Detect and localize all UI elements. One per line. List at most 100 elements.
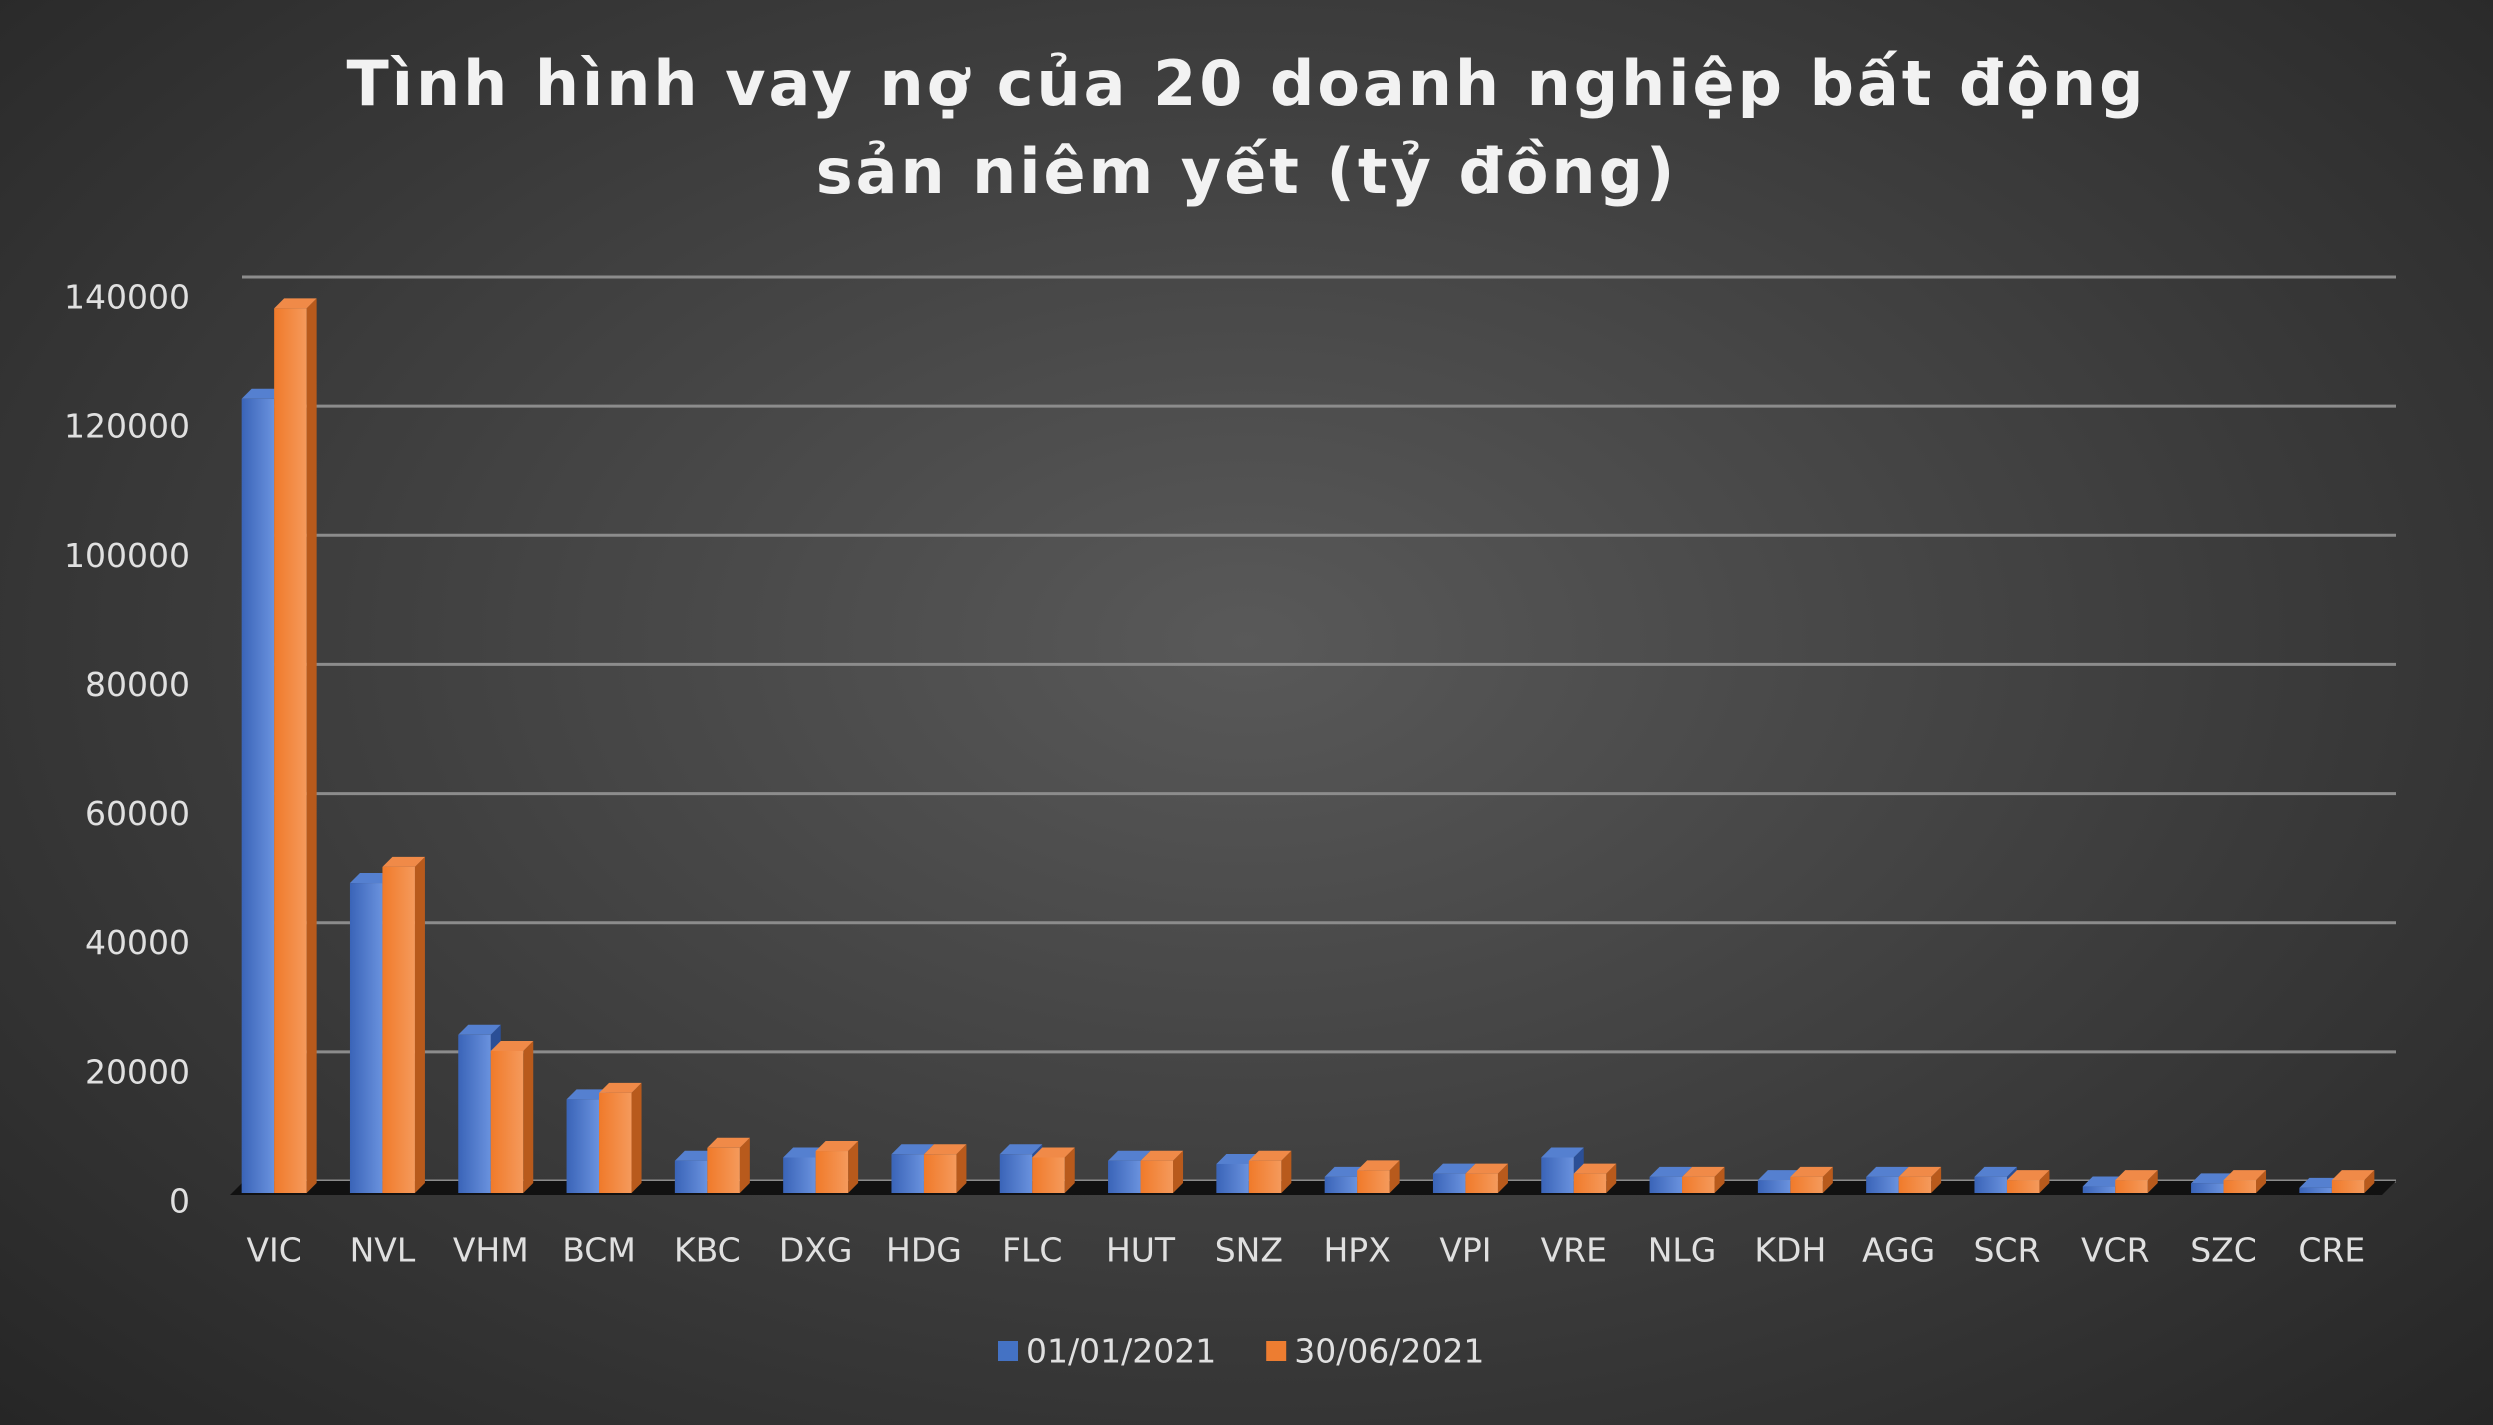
bar <box>1357 1170 1390 1193</box>
bar <box>2082 1186 2116 1193</box>
bar <box>1649 1176 1683 1193</box>
bar-side <box>739 1137 750 1193</box>
x-tick-label: KDH <box>1754 1231 1826 1270</box>
bar <box>1032 1157 1065 1193</box>
bar <box>1790 1176 1823 1193</box>
x-tick-label: CRE <box>2298 1231 2365 1270</box>
x-tick-label: SZC <box>2190 1231 2257 1270</box>
bar <box>2223 1180 2257 1193</box>
bar-top <box>1866 1166 1909 1177</box>
bar <box>2299 1187 2332 1193</box>
bar <box>490 1050 524 1193</box>
bar-top <box>815 1141 859 1152</box>
chart-title: Tình hình vay nợ của 20 doanh nghiệp bất… <box>346 47 2147 208</box>
bar <box>783 1157 816 1193</box>
bar <box>1898 1176 1932 1193</box>
bar-side <box>956 1144 967 1193</box>
x-tick-label: KBC <box>674 1231 741 1270</box>
legend-swatch <box>1266 1341 1287 1361</box>
bar <box>2006 1180 2040 1193</box>
x-tick-label: SNZ <box>1215 1231 1283 1270</box>
floor <box>230 1181 2396 1195</box>
bar-top <box>1140 1150 1184 1161</box>
bar-top <box>1216 1153 1259 1164</box>
bar <box>566 1099 600 1193</box>
bar <box>815 1151 849 1193</box>
y-tick-label: 80000 <box>85 665 190 704</box>
bar-top <box>2115 1170 2158 1181</box>
bar-side <box>1822 1166 1833 1193</box>
bar-top <box>1357 1160 1400 1171</box>
legend-label: 30/06/2021 <box>1294 1332 1484 1371</box>
bar <box>1974 1176 2007 1193</box>
bar <box>458 1034 491 1193</box>
x-tick-label: VHM <box>453 1231 529 1270</box>
x-tick-label: DXG <box>779 1231 853 1270</box>
bar-top <box>349 873 393 884</box>
bar <box>1216 1163 1249 1193</box>
y-tick-label: 140000 <box>64 278 190 317</box>
y-tick-label: 60000 <box>85 794 190 833</box>
bar-top <box>923 1144 967 1155</box>
bar-top <box>891 1144 934 1155</box>
bar-side <box>848 1141 859 1193</box>
bar-top <box>1541 1147 1584 1158</box>
bar-side <box>1064 1147 1075 1193</box>
bar <box>1324 1176 1358 1193</box>
bar <box>2331 1180 2365 1193</box>
x-tick-label: HDG <box>886 1231 962 1270</box>
bar-side <box>1389 1160 1400 1193</box>
bar <box>891 1154 924 1193</box>
x-tick-label: HPX <box>1323 1231 1390 1270</box>
x-tick-label: VCR <box>2081 1231 2150 1270</box>
bar-top <box>1974 1166 2017 1177</box>
x-tick-label: NVL <box>350 1231 416 1270</box>
bar-top <box>1898 1166 1942 1177</box>
bar-top <box>1573 1163 1617 1174</box>
bar-top <box>382 856 425 867</box>
y-tick-label: 120000 <box>64 407 190 446</box>
bar-side <box>1173 1150 1184 1193</box>
bar-top <box>1032 1147 1075 1158</box>
bar-top <box>999 1144 1043 1155</box>
x-tick-label: VIC <box>246 1231 301 1270</box>
bar <box>599 1092 632 1193</box>
bar-top <box>2191 1173 2234 1184</box>
bar-top <box>1757 1170 1801 1181</box>
bar-side <box>2256 1170 2267 1193</box>
x-tick-label: BCM <box>562 1231 636 1270</box>
bar <box>274 308 307 1193</box>
bar <box>1465 1173 1498 1193</box>
bar-top <box>1790 1166 1833 1177</box>
bar-top <box>1465 1163 1508 1174</box>
x-tick-label: FLC <box>1002 1231 1062 1270</box>
bar-side <box>631 1082 642 1193</box>
bar <box>1248 1160 1282 1193</box>
bar-side <box>2364 1170 2375 1193</box>
bar <box>1682 1176 1715 1193</box>
bar <box>1866 1176 1899 1193</box>
y-tick-label: 40000 <box>85 923 190 962</box>
bar-side <box>1497 1163 1508 1193</box>
legend-swatch <box>998 1341 1018 1361</box>
bar-top <box>674 1150 718 1161</box>
bar <box>1108 1160 1141 1193</box>
bar-top <box>1324 1166 1368 1177</box>
bar-top <box>566 1089 610 1100</box>
bar <box>1541 1157 1574 1193</box>
bar-side <box>414 856 425 1193</box>
bar-side <box>1931 1166 1942 1193</box>
x-tick-label: VRE <box>1541 1231 1607 1270</box>
bar-top <box>1248 1150 1292 1161</box>
bar-side <box>1606 1163 1617 1193</box>
bar <box>999 1154 1033 1193</box>
bar-top <box>274 298 317 309</box>
bar-top <box>458 1024 501 1035</box>
bar-top <box>2006 1170 2050 1181</box>
bar-top <box>490 1040 534 1051</box>
bar <box>382 866 415 1193</box>
bar-top <box>2331 1170 2375 1181</box>
bar <box>707 1147 740 1193</box>
